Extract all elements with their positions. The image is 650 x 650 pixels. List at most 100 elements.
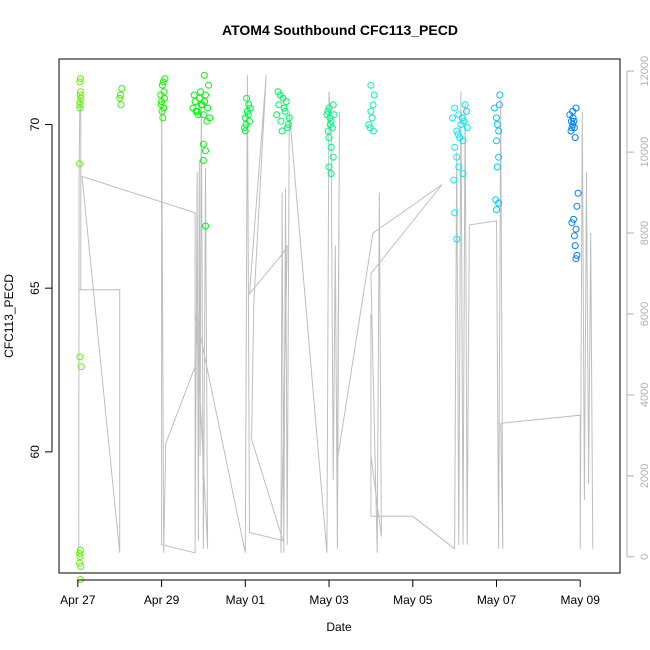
data-point (456, 134, 464, 142)
data-point (197, 88, 204, 96)
data-point (158, 107, 166, 115)
plot-area-border (58, 58, 621, 574)
data-point (330, 111, 338, 119)
data-point (495, 153, 503, 161)
data-point (370, 91, 378, 99)
data-point (118, 85, 126, 92)
data-point (157, 91, 165, 99)
data-point (246, 104, 254, 112)
data-point (199, 111, 207, 119)
data-point (368, 114, 376, 122)
data-point (116, 94, 124, 102)
data-point (493, 137, 500, 145)
data-point (570, 232, 578, 240)
data-point (280, 104, 288, 112)
data-point (459, 170, 467, 178)
data-point (158, 81, 166, 89)
y-right-tick-label: 4000 (639, 383, 650, 407)
data-line (78, 75, 594, 557)
data-point (76, 101, 84, 109)
data-point (192, 107, 200, 115)
x-tick-label: Apr 27 (60, 593, 96, 607)
data-point (324, 107, 332, 115)
data-point (573, 202, 581, 210)
data-point (161, 75, 169, 83)
data-point (326, 121, 334, 128)
data-point (190, 91, 198, 99)
data-point (191, 98, 199, 106)
x-axis-label: Date (326, 620, 352, 634)
data-point (451, 143, 459, 151)
data-point (572, 255, 580, 263)
data-point (454, 130, 462, 138)
data-point (461, 101, 469, 109)
data-point (276, 91, 284, 99)
data-point (275, 101, 283, 109)
data-point (462, 107, 470, 115)
data-point (282, 98, 290, 106)
data-point (496, 91, 504, 99)
data-point (450, 176, 458, 184)
data-point (572, 225, 580, 233)
data-point (569, 114, 577, 122)
data-point (202, 91, 209, 99)
data-point (76, 353, 84, 361)
data-point (117, 91, 124, 99)
data-point (458, 114, 466, 122)
data-point (246, 117, 253, 125)
data-point (157, 101, 165, 109)
data-point (569, 107, 577, 115)
data-point (199, 140, 207, 148)
data-point (495, 199, 503, 207)
data-point (245, 101, 253, 109)
data-point (493, 114, 500, 122)
data-point (369, 101, 377, 109)
data-point (495, 101, 503, 109)
data-point (324, 127, 332, 135)
data-point (495, 127, 503, 135)
chart-title: ATOM4 Southbound CFC113_PECD (222, 22, 458, 38)
data-point (202, 222, 209, 230)
data-point (76, 546, 84, 554)
data-point (77, 94, 85, 102)
data-point (329, 101, 337, 109)
data-point (568, 219, 576, 227)
data-point (572, 104, 580, 112)
y-right-tick-label: 10000 (639, 137, 650, 168)
data-point (198, 101, 206, 109)
data-point (568, 124, 576, 132)
data-point (573, 251, 581, 259)
y-right-tick-label: 6000 (639, 302, 650, 326)
data-point (76, 98, 84, 106)
data-point (365, 121, 373, 128)
y-left-tick-label: 60 (28, 445, 42, 459)
y-axis-label: CFC113_PECD (2, 274, 16, 358)
data-point (574, 189, 582, 197)
data-point (325, 163, 333, 171)
data-point (202, 147, 209, 155)
data-point (285, 114, 293, 122)
data-point (199, 157, 207, 164)
data-point (329, 153, 337, 161)
data-point (453, 153, 461, 161)
x-tick-label: May 01 (226, 593, 266, 607)
data-point (204, 104, 212, 112)
data-point (76, 549, 83, 557)
data-point (571, 242, 579, 250)
data-point (369, 127, 377, 135)
y-right-tick-label: 2000 (639, 464, 650, 488)
data-point (451, 209, 459, 217)
data-point (367, 81, 375, 89)
x-tick-label: May 05 (393, 593, 433, 607)
x-axis: Apr 27 Apr 29 May 01 May 03 May 05 May 07 May … (60, 579, 601, 607)
data-point (569, 121, 577, 128)
y-left-tick-label: 70 (28, 117, 42, 131)
data-point (367, 107, 375, 115)
data-point (327, 143, 335, 151)
y-right-tick-label: 8000 (639, 221, 650, 245)
x-tick-label: May 09 (561, 593, 601, 607)
data-point (493, 121, 501, 128)
data-point (463, 124, 471, 132)
x-tick-label: Apr 29 (144, 593, 180, 607)
y-axis-left: 60 65 70 (28, 117, 53, 459)
